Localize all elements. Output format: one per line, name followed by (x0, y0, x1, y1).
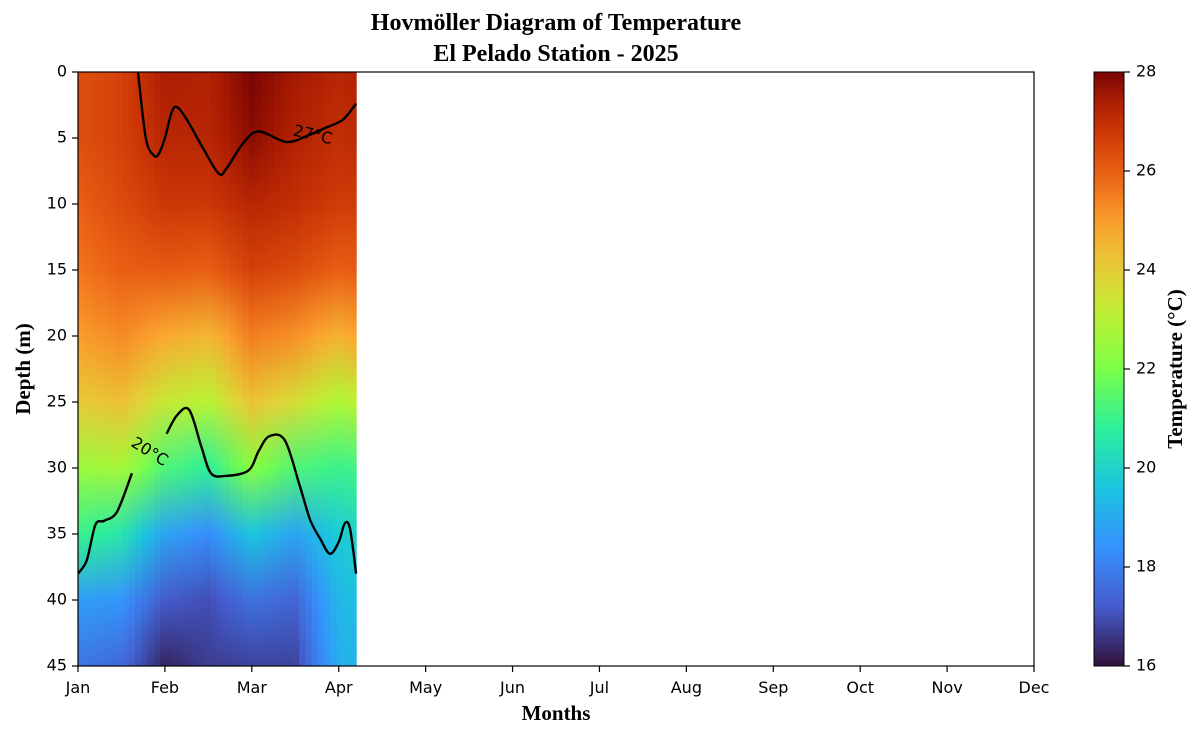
heatmap-strip (128, 72, 136, 666)
chart-title: Hovmöller Diagram of Temperature (371, 10, 742, 36)
x-axis: Jan Feb Mar Apr May Jun Jul Aug Sep Oct Nov Dec (65, 666, 1050, 697)
heatmap-strip (84, 72, 92, 666)
heatmap-strip (299, 72, 307, 666)
x-tick-label: Oct (846, 678, 874, 697)
heatmap-strip (286, 72, 294, 666)
colorbar-tick-label: 26 (1136, 161, 1156, 180)
heatmap-strip (185, 72, 193, 666)
y-axis: 0 5 10 15 20 25 30 35 40 45 (47, 62, 78, 675)
heatmap-strip (172, 72, 180, 666)
x-tick-label: Feb (151, 678, 179, 697)
x-tick-label: Jan (65, 678, 91, 697)
heatmap-strip (343, 72, 351, 666)
heatmap-strip (141, 72, 149, 666)
heatmap-strip (261, 72, 269, 666)
y-tick-label: 10 (47, 194, 67, 213)
heatmap-strip (337, 72, 345, 666)
heatmap-strip (330, 72, 338, 666)
y-tick-label: 40 (47, 590, 67, 609)
x-tick-label: Jul (589, 678, 609, 697)
heatmap-strip (223, 72, 231, 666)
heatmap-strip (280, 72, 288, 666)
heatmap-layer (78, 72, 357, 666)
heatmap-strip (109, 72, 117, 666)
heatmap-strip (229, 72, 237, 666)
heatmap-strip (179, 72, 187, 666)
heatmap-strip (242, 72, 250, 666)
heatmap-strip (267, 72, 275, 666)
y-tick-label: 15 (47, 260, 67, 279)
plot-frame (77, 71, 1035, 667)
colorbar-tick-label: 20 (1136, 458, 1156, 477)
heatmap-strip (292, 72, 300, 666)
y-tick-label: 25 (47, 392, 67, 411)
heatmap-strip (96, 72, 104, 666)
contour-line-27 (136, 72, 358, 176)
heatmap-strip (191, 72, 199, 666)
contour-line-20 (165, 406, 358, 574)
x-tick-label: Dec (1019, 678, 1050, 697)
heatmap-strip (160, 72, 168, 666)
heatmap-strip (311, 72, 319, 666)
x-tick-label: Aug (671, 678, 702, 697)
y-tick-label: 20 (47, 326, 67, 345)
heatmap-strip (248, 72, 256, 666)
x-tick-label: May (409, 678, 442, 697)
colorbar-tick-label: 28 (1136, 62, 1156, 81)
colorbar-tick-label: 16 (1136, 656, 1156, 675)
heatmap-strip (210, 72, 218, 666)
colorbar (1093, 71, 1125, 667)
heatmap-strip (78, 72, 85, 666)
chart-subtitle: El Pelado Station - 2025 (433, 41, 678, 67)
x-tick-label: Jun (499, 678, 525, 697)
heatmap-strip (115, 72, 123, 666)
heatmap-strip (217, 72, 224, 666)
heatmap-strip (273, 72, 281, 666)
heatmap-strip (318, 72, 326, 666)
colorbar-tick-label: 22 (1136, 359, 1156, 378)
y-tick-label: 0 (57, 62, 67, 81)
heatmap-strip (103, 72, 111, 666)
heatmap-strip (204, 72, 212, 666)
y-tick-label: 5 (57, 128, 67, 147)
contour-line-20 (78, 472, 134, 575)
y-axis-label: Depth (m) (11, 323, 35, 415)
x-tick-label: Nov (931, 678, 962, 697)
heatmap-strip (305, 72, 313, 666)
heatmap-strip (147, 72, 155, 666)
heatmap-strip (198, 72, 206, 666)
y-tick-label: 30 (47, 458, 67, 477)
colorbar-tick-label: 18 (1136, 557, 1156, 576)
heatmap-strip (134, 72, 142, 666)
y-tick-label: 35 (47, 524, 67, 543)
colorbar-label: Temperature (°C) (1163, 289, 1187, 448)
x-tick-label: Sep (758, 678, 788, 697)
colorbar-ticks: 16 18 20 22 24 26 28 (1124, 62, 1156, 675)
heatmap-strip (324, 72, 332, 666)
x-tick-label: Apr (325, 678, 353, 697)
heatmap-strip (122, 72, 130, 666)
x-tick-label: Mar (237, 678, 268, 697)
heatmap-strip (153, 72, 161, 666)
x-axis-label: Months (522, 701, 591, 725)
y-tick-label: 45 (47, 656, 67, 675)
heatmap-strip (90, 72, 98, 666)
heatmap-strip (254, 72, 262, 666)
heatmap-strip (166, 72, 174, 666)
heatmap-strip (349, 72, 357, 666)
heatmap-strip (236, 72, 243, 666)
colorbar-tick-label: 24 (1136, 260, 1156, 279)
